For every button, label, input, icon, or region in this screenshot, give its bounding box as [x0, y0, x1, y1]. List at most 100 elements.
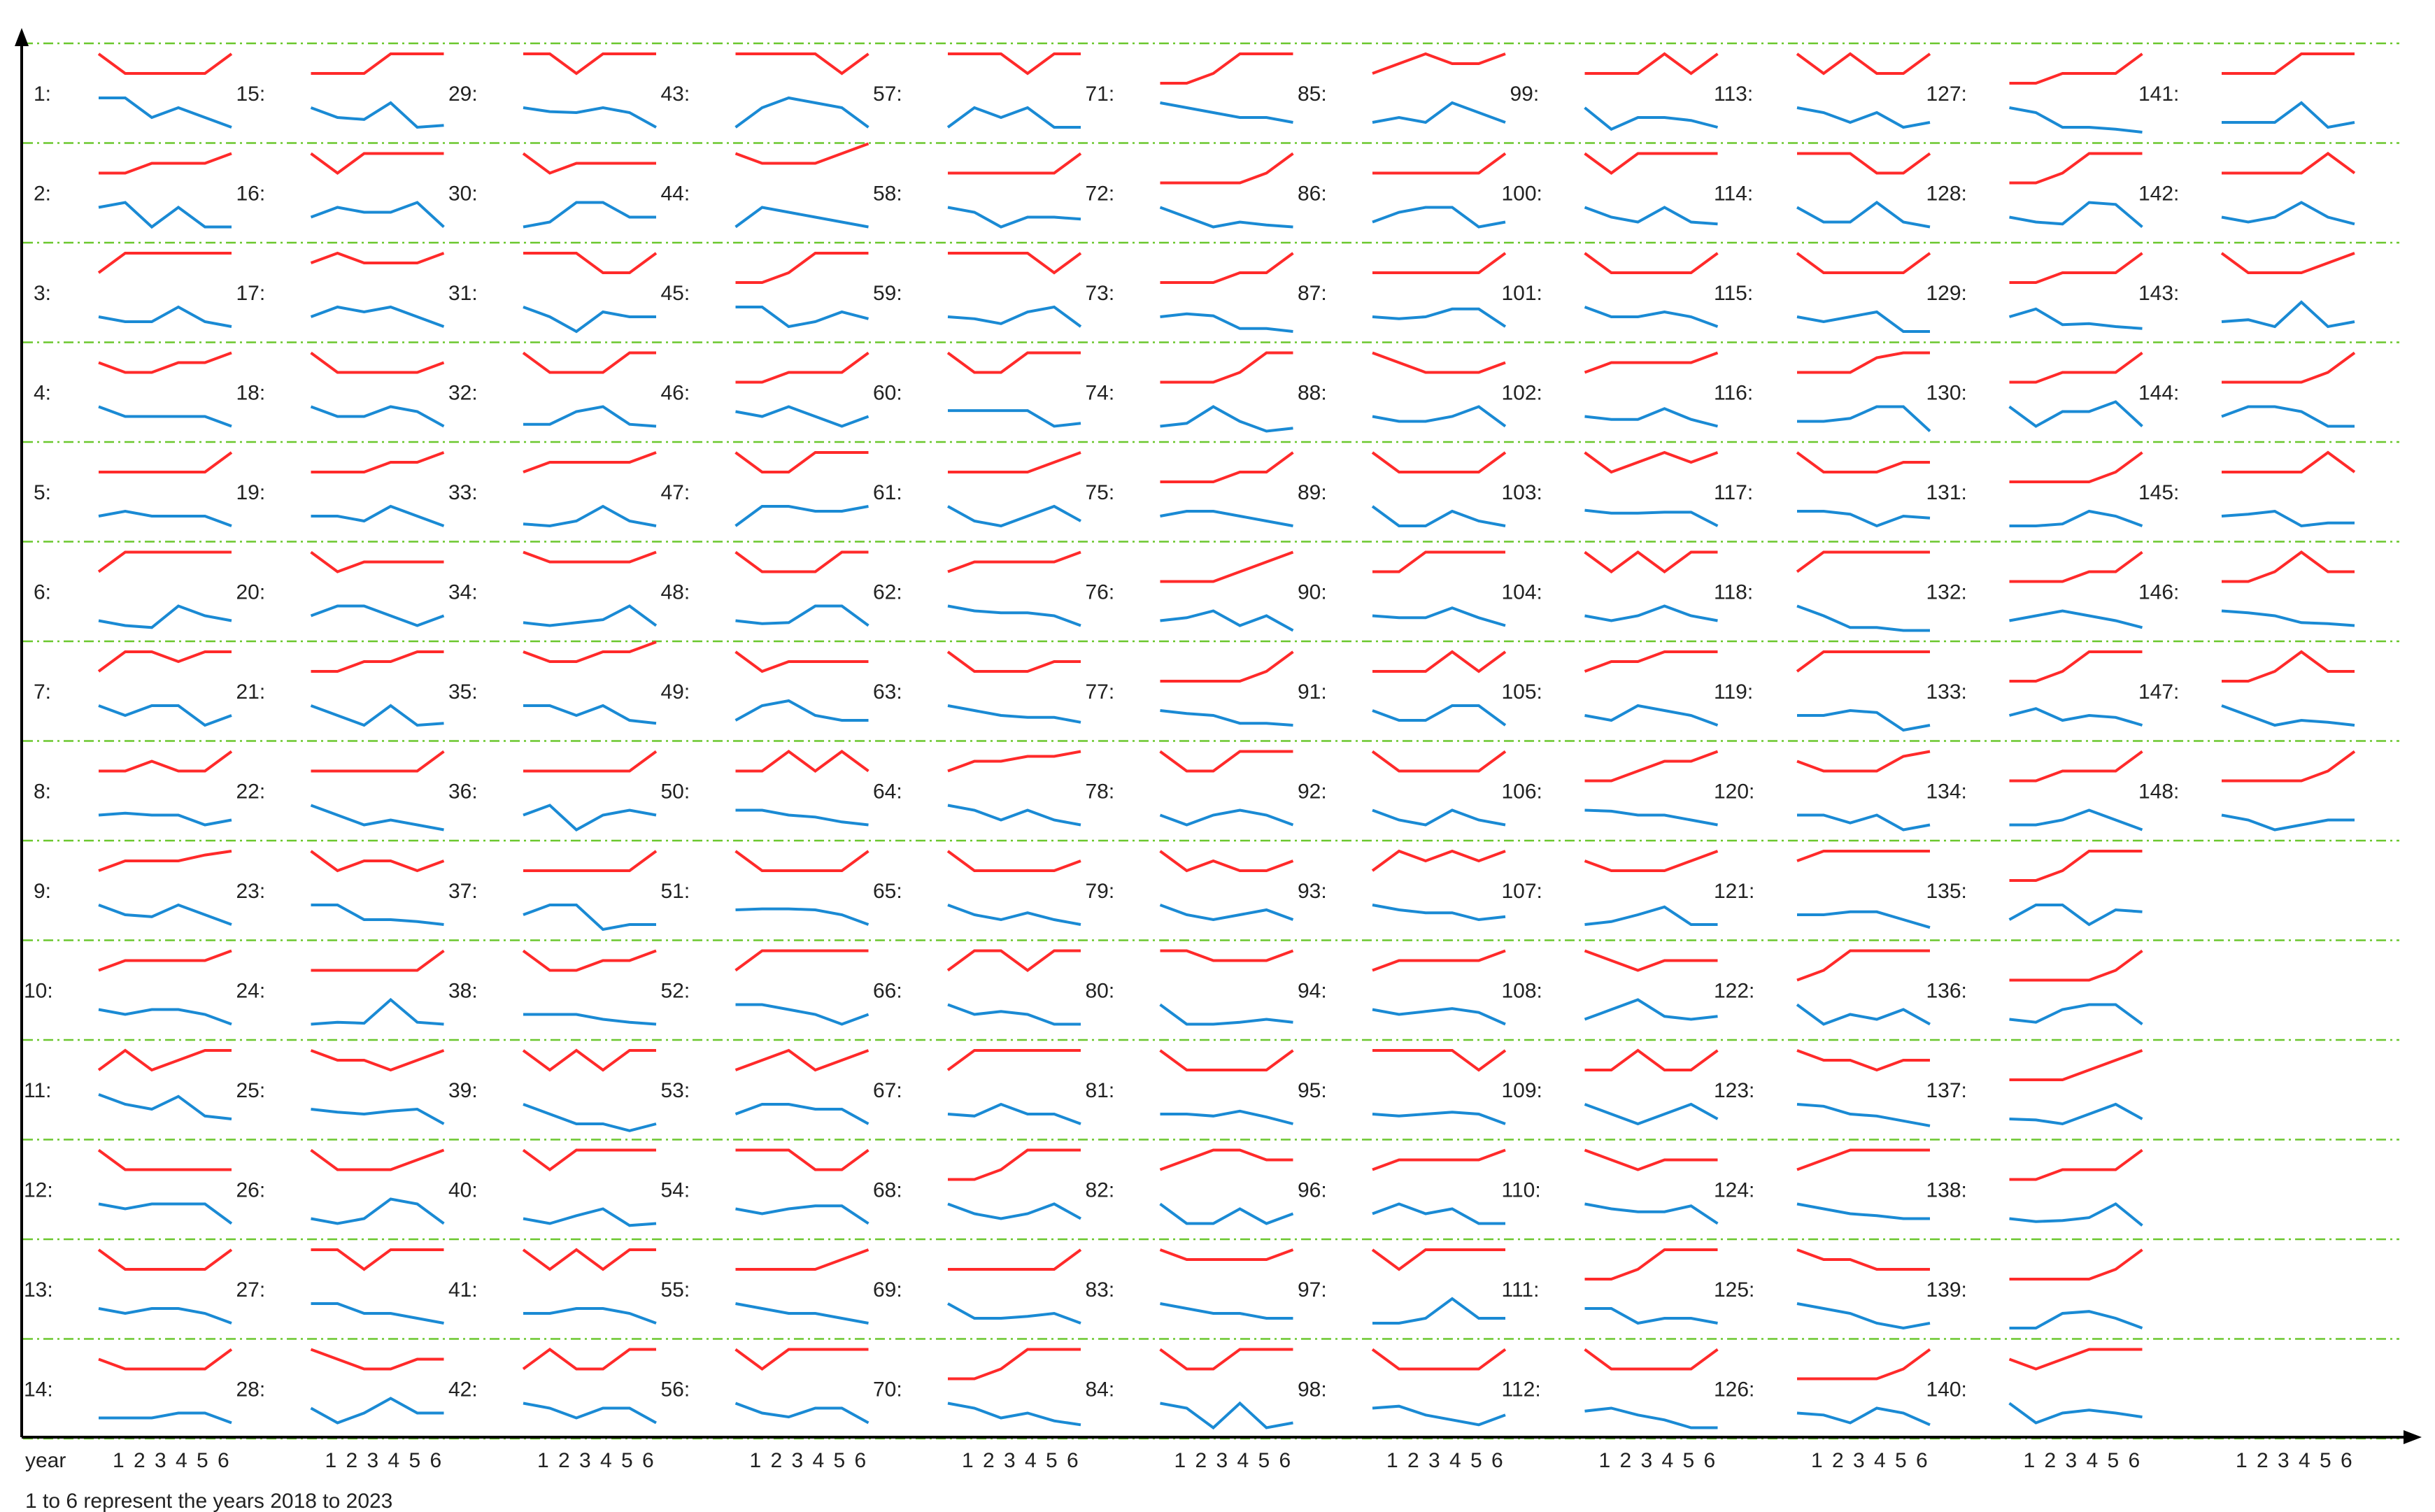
upper-series-line: [98, 1348, 233, 1371]
panel-label: 84:: [1086, 1378, 1115, 1402]
lower-series-line: [1159, 1202, 1294, 1225]
panel-24: 24:: [236, 949, 445, 1026]
upper-series-line: [1372, 650, 1507, 673]
panel-label: 113:: [1714, 83, 1753, 106]
lower-series-line: [2009, 1202, 2143, 1227]
panel-113: 113:: [1714, 52, 1931, 129]
panel-126: 126:: [1714, 1348, 1931, 1427]
panel-label: 110:: [1502, 1179, 1541, 1202]
lower-series-line: [2009, 707, 2143, 727]
lower-series-line: [2009, 1102, 2143, 1126]
lower-series-line: [523, 1103, 657, 1132]
panel-label: 50:: [661, 780, 690, 804]
upper-series-line: [98, 351, 232, 374]
panel-label: 95:: [1298, 1079, 1327, 1102]
upper-series-line: [523, 52, 656, 76]
panel-28: 28:: [236, 1348, 444, 1425]
lower-series-line: [734, 505, 869, 527]
upper-series-line: [97, 1148, 232, 1171]
panel-label: 82:: [1086, 1179, 1115, 1202]
panel-label: 101:: [1502, 282, 1542, 305]
panel-12: 12:: [24, 1148, 233, 1225]
lower-series-line: [1796, 1202, 1930, 1220]
x-tick-label: 5: [1895, 1449, 1907, 1472]
lower-series-line: [735, 1204, 869, 1225]
x-tick-label: 5: [1258, 1449, 1270, 1472]
upper-series-line: [1584, 1048, 1719, 1071]
upper-series-line: [2009, 850, 2143, 882]
panel-label: 80:: [1086, 980, 1115, 1003]
x-tick-label: 2: [346, 1449, 358, 1472]
x-axis-arrow-icon: [2404, 1430, 2422, 1444]
lower-series-line: [734, 206, 869, 229]
upper-series-line: [99, 152, 232, 175]
lower-series-line: [523, 306, 656, 334]
lower-series-line: [2221, 405, 2355, 428]
lower-series-line: [1796, 604, 1930, 632]
upper-series-line: [311, 451, 445, 473]
panel-label: 103:: [1502, 481, 1542, 504]
upper-series-line: [522, 351, 656, 374]
panel-13: 13:: [24, 1248, 233, 1325]
panel-48: 48:: [661, 550, 869, 627]
lower-series-line: [2221, 201, 2355, 226]
x-tick-label: 4: [1449, 1449, 1461, 1472]
x-tick-label: 4: [2299, 1449, 2310, 1472]
upper-series-line: [948, 152, 1082, 175]
upper-series-line: [1584, 1248, 1718, 1281]
lower-series-line: [1796, 1103, 1931, 1127]
panel-122: 122:: [1714, 949, 1931, 1026]
upper-series-line: [522, 1248, 656, 1271]
lower-series-line: [947, 206, 1081, 229]
x-tick-label: 6: [2341, 1449, 2352, 1472]
upper-series-line: [1796, 550, 1930, 573]
lower-series-line: [523, 1013, 657, 1026]
panel-label: 115:: [1714, 282, 1753, 305]
upper-series-line: [2222, 750, 2356, 783]
panel-38: 38:: [448, 949, 657, 1026]
upper-series-line: [1160, 152, 1294, 185]
panel-label: 44:: [661, 183, 690, 206]
lower-series-line: [1584, 1406, 1718, 1429]
panel-124: 124:: [1714, 1148, 1930, 1220]
upper-series-line: [1371, 1348, 1507, 1371]
lower-series-line: [1372, 904, 1506, 922]
upper-series-line: [310, 850, 445, 873]
panel-label: 87:: [1298, 282, 1327, 305]
x-tick-label: 6: [1916, 1449, 1928, 1472]
x-tick-label: 3: [1853, 1449, 1865, 1472]
panel-label: 15:: [236, 83, 266, 106]
panel-label: 73:: [1086, 282, 1115, 305]
lower-series-line: [1160, 312, 1293, 333]
upper-series-line: [311, 1248, 444, 1271]
lower-series-line: [1159, 1003, 1293, 1026]
upper-series-line: [735, 1148, 869, 1171]
panel-label: 131:: [1926, 481, 1967, 504]
panel-64: 64:: [873, 750, 1081, 827]
panel-label: 132:: [1926, 581, 1967, 604]
panel-label: 90:: [1298, 581, 1327, 604]
panel-89: 89:: [1298, 451, 1507, 527]
panel-143: 143:: [2138, 252, 2355, 329]
upper-series-line: [734, 949, 869, 972]
panel-label: 11:: [24, 1079, 51, 1102]
x-tick-label: 6: [1704, 1449, 1716, 1472]
panel-label: 123:: [1714, 1079, 1754, 1102]
upper-series-line: [2008, 1348, 2143, 1371]
lower-series-line: [311, 504, 445, 527]
panel-58: 58:: [873, 152, 1082, 229]
lower-series-line: [1372, 307, 1507, 328]
upper-series-line: [2009, 52, 2143, 85]
upper-series-line: [1796, 1049, 1930, 1072]
panel-label: 112:: [1502, 1378, 1541, 1402]
lower-series-line: [735, 306, 869, 329]
panel-label: 111:: [1502, 1278, 1540, 1301]
upper-series-line: [97, 650, 232, 673]
lower-series-line: [1584, 407, 1718, 428]
panel-61: 61:: [873, 451, 1081, 528]
panel-label: 92:: [1298, 780, 1327, 804]
upper-series-line: [946, 1049, 1081, 1071]
panel-132: 132:: [1926, 550, 2143, 629]
lower-series-line: [523, 106, 657, 129]
panel-label: 41:: [448, 1278, 478, 1301]
